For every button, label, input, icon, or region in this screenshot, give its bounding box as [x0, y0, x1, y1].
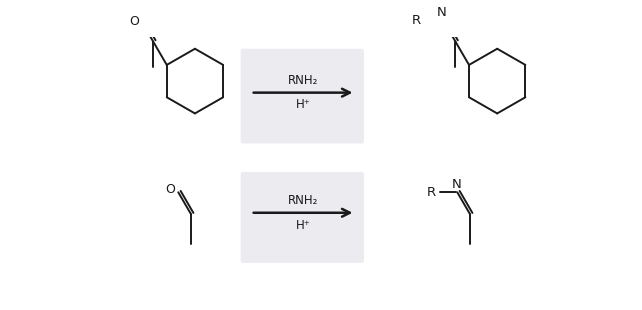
Text: O: O — [166, 184, 175, 197]
Text: R: R — [412, 14, 421, 27]
Text: N: N — [451, 178, 462, 191]
Text: H⁺: H⁺ — [295, 219, 311, 232]
Text: RNH₂: RNH₂ — [288, 74, 318, 87]
Text: O: O — [130, 15, 139, 28]
Text: N: N — [437, 6, 446, 19]
Text: H⁺: H⁺ — [295, 99, 311, 112]
FancyBboxPatch shape — [241, 49, 364, 144]
Text: RNH₂: RNH₂ — [288, 194, 318, 207]
FancyBboxPatch shape — [241, 172, 364, 263]
Text: R: R — [426, 186, 435, 199]
